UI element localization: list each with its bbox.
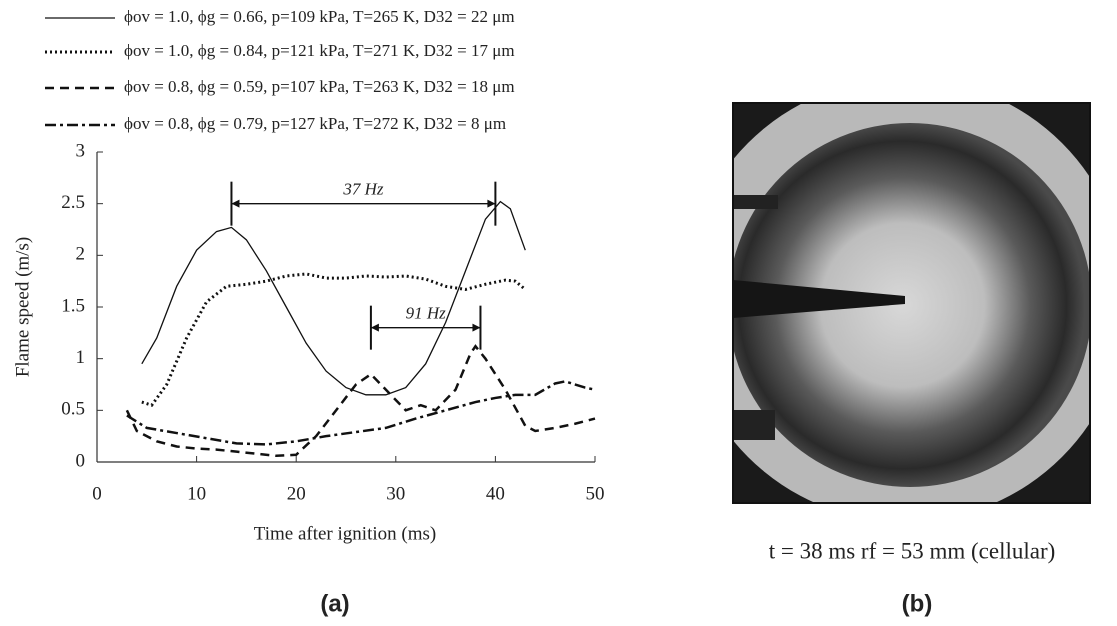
y-tick-label: 2.5 [61, 192, 85, 213]
photo [733, 103, 1090, 503]
y-tick-label: 1 [76, 347, 86, 368]
y-tick-label: 3 [76, 140, 86, 161]
panel-label: (a) [320, 590, 349, 617]
series-line [125, 344, 596, 458]
x-tick-label: 10 [187, 483, 206, 504]
annotation-text: 37 Hz [342, 180, 384, 199]
x-tick-label: 50 [586, 483, 605, 504]
y-axis-label: Flame speed (m/s) [12, 237, 33, 377]
x-tick-label: 20 [287, 483, 306, 504]
y-tick-label: 2 [76, 244, 86, 265]
y-tick-label: 1.5 [61, 295, 85, 316]
x-tick-label: 30 [386, 483, 405, 504]
legend-label: ϕov = 1.0, ϕg = 0.66, p=109 kPa, T=265 K… [124, 7, 515, 26]
panel-label: (b) [902, 590, 933, 617]
x-axis-label: Time after ignition (ms) [254, 523, 436, 544]
x-tick-label: 0 [92, 483, 102, 504]
legend-label: ϕov = 0.8, ϕg = 0.59, p=107 kPa, T=263 K… [124, 77, 515, 96]
annotation-text: 91 Hz [406, 304, 447, 323]
y-tick-label: 0 [76, 450, 86, 471]
series-line [141, 200, 526, 396]
legend-label: ϕov = 0.8, ϕg = 0.79, p=127 kPa, T=272 K… [124, 114, 506, 133]
series-line [126, 380, 596, 446]
x-tick-label: 40 [486, 483, 505, 504]
photo-frame [732, 102, 1091, 504]
image-caption: t = 38 ms rf = 53 mm (cellular) [769, 538, 1056, 563]
series-line [141, 272, 527, 407]
legend-label: ϕov = 1.0, ϕg = 0.84, p=121 kPa, T=271 K… [124, 41, 515, 60]
y-tick-label: 0.5 [61, 399, 85, 420]
